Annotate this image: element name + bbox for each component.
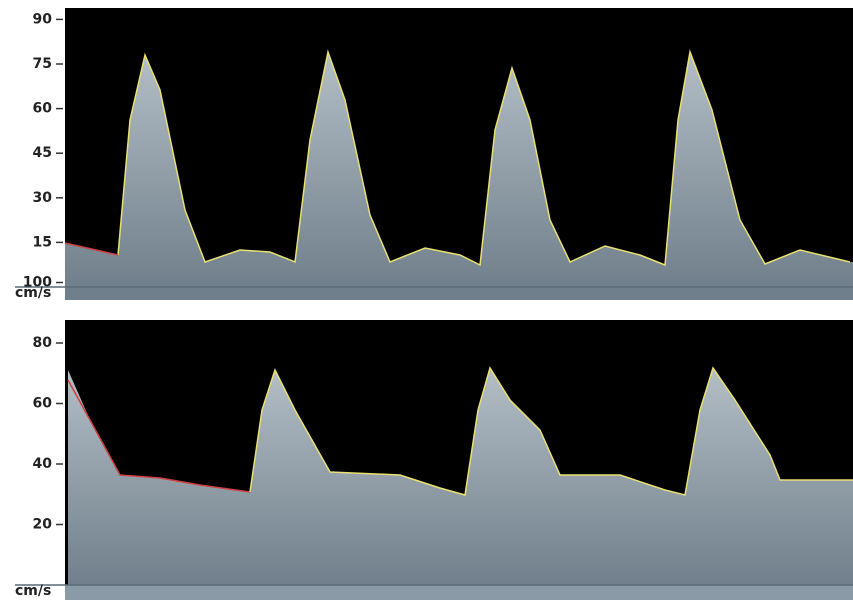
tick-label: 60 (33, 101, 53, 117)
tick-label: 40 (33, 456, 53, 472)
tick-label: 90 (33, 11, 53, 27)
doppler-screenshot: 907560453015cm/s10080604020cm/s (0, 0, 853, 605)
top-baseline-band (65, 287, 853, 300)
tick-label: 15 (33, 234, 52, 250)
tick-label: 60 (33, 396, 53, 412)
tick-label: 20 (33, 517, 53, 533)
tick-label: 30 (33, 190, 53, 206)
tick-label: 80 (33, 335, 53, 351)
separator (0, 300, 853, 320)
tick-label: 100 (23, 275, 52, 291)
unit-label: cm/s (15, 583, 51, 599)
bottom-baseline-band (65, 585, 853, 600)
tick-label: 75 (33, 56, 52, 72)
tick-label: 45 (33, 145, 52, 161)
